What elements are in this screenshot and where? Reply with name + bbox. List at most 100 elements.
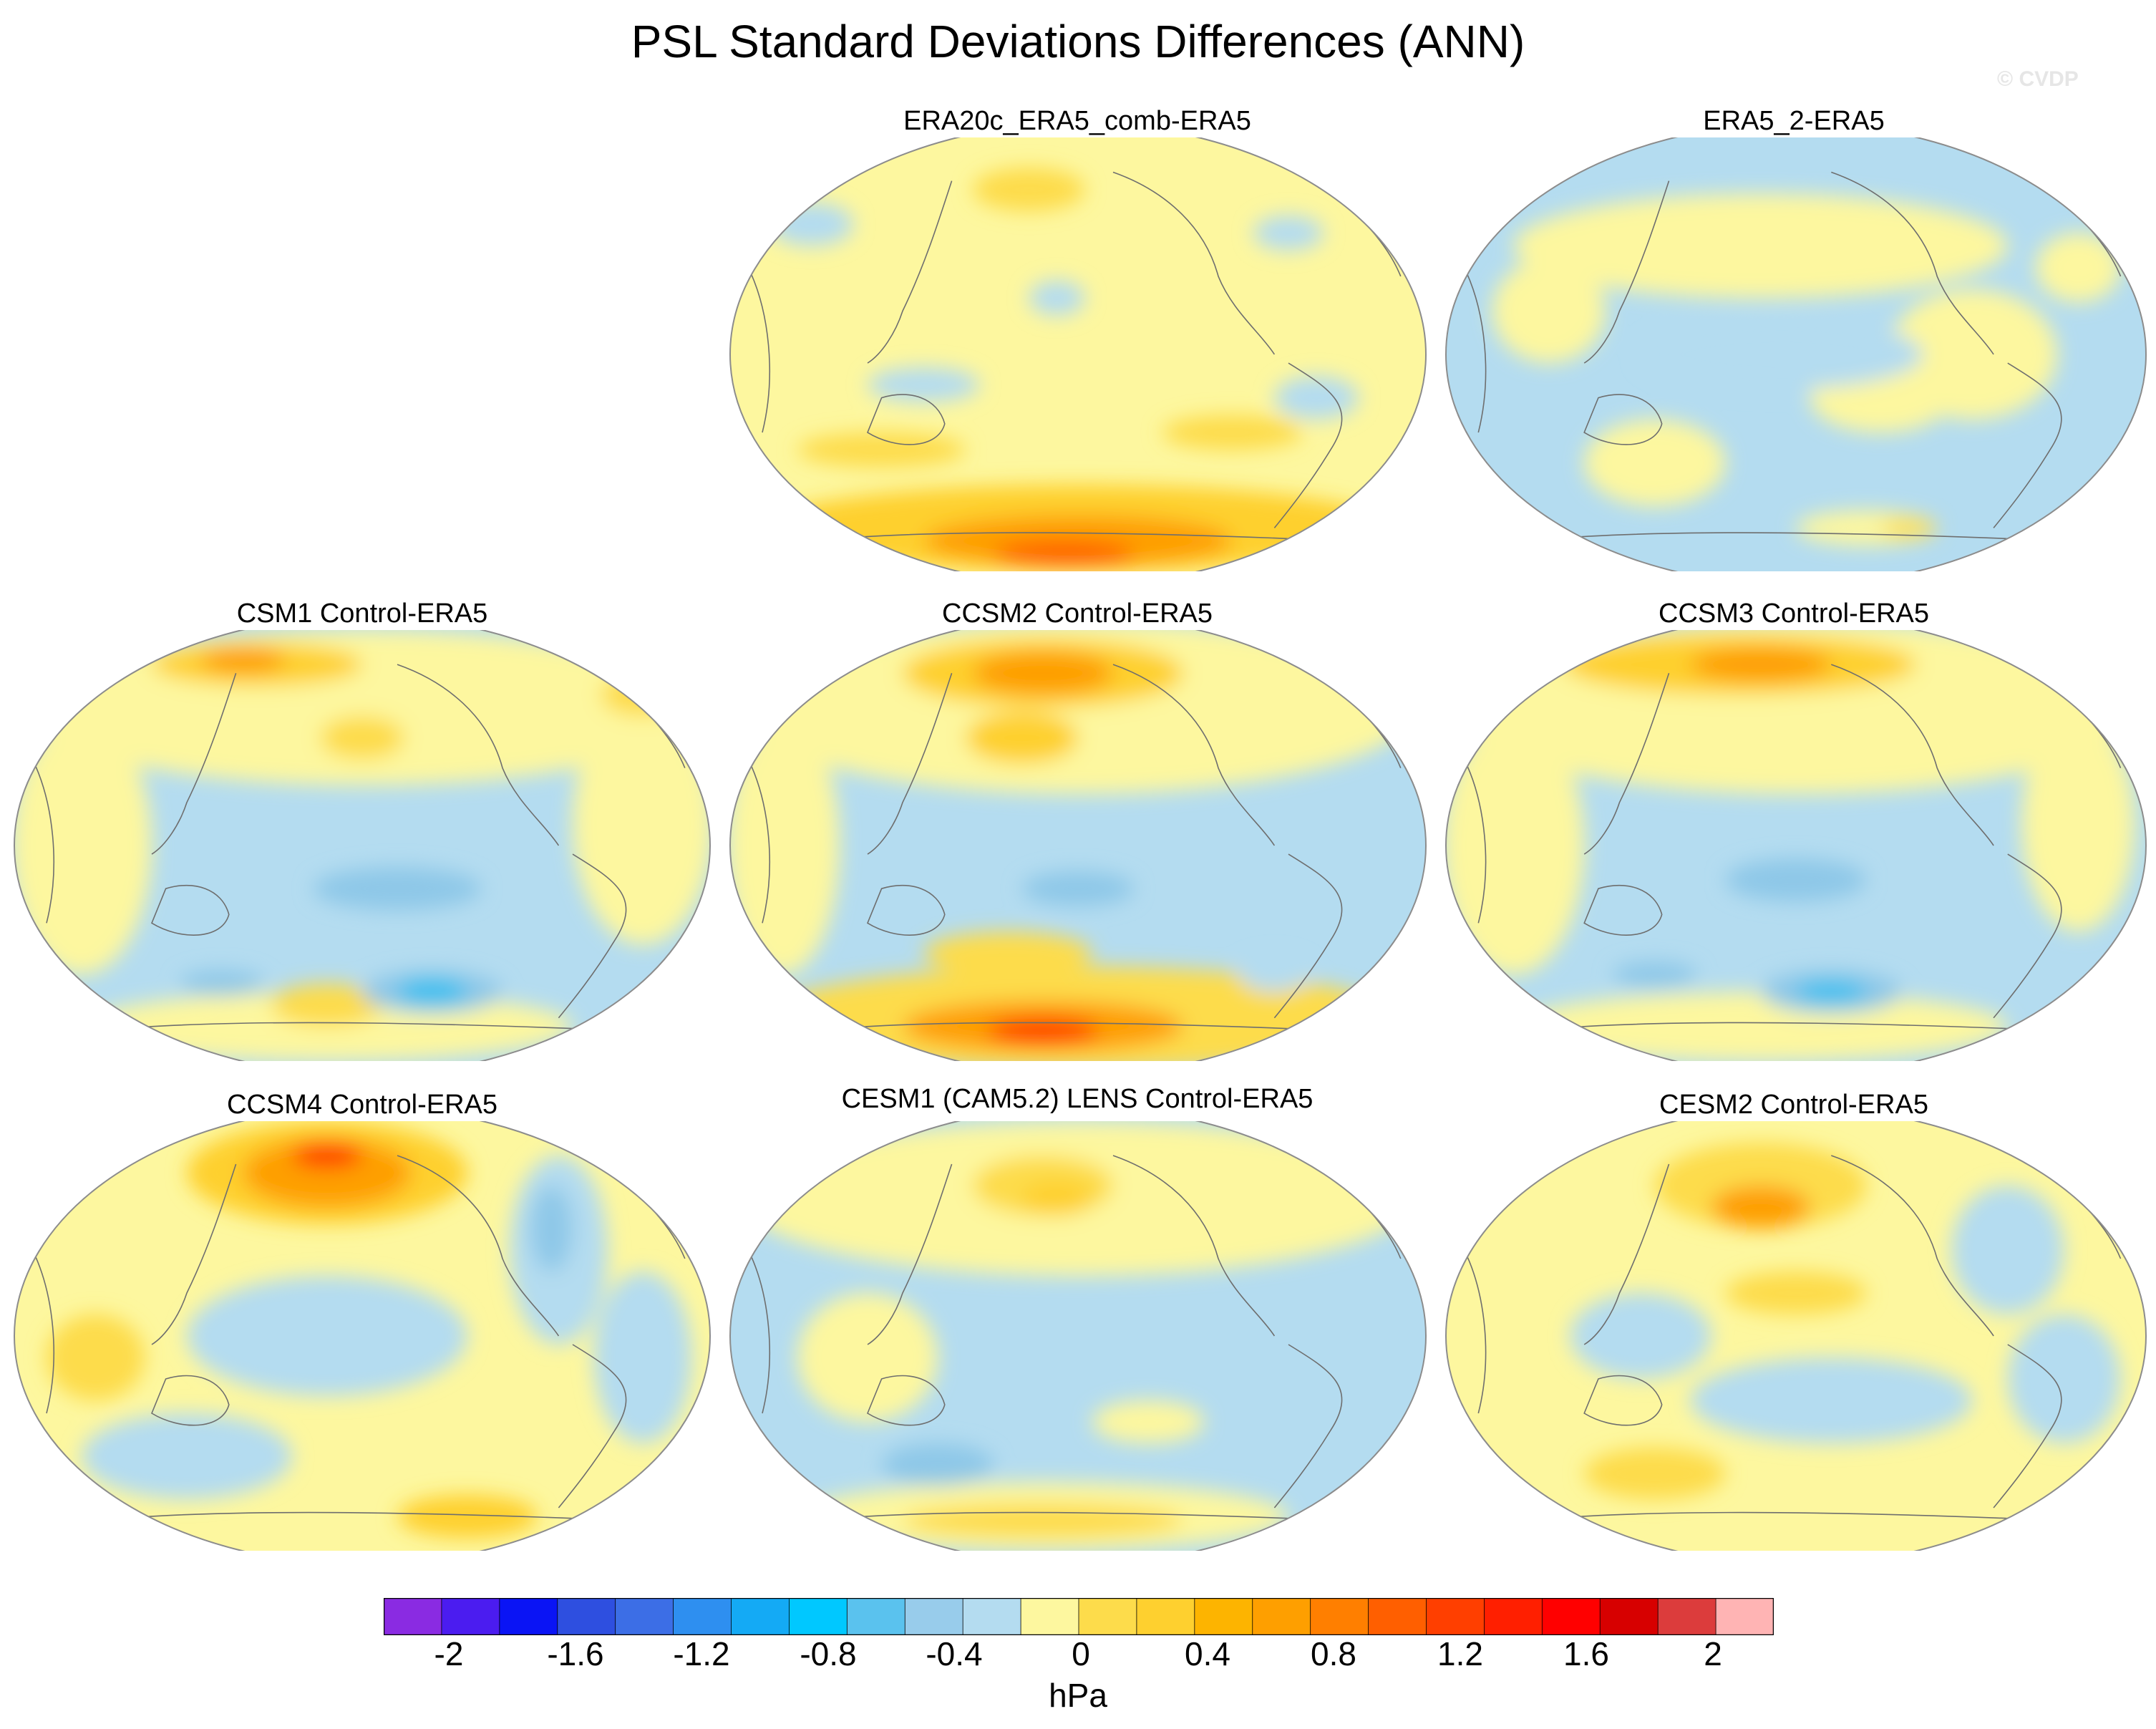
field-anomaly xyxy=(1725,858,1867,902)
colorbar-swatch xyxy=(1657,1598,1716,1635)
field-anomaly xyxy=(200,647,286,674)
colorbar-label: -0.8 xyxy=(800,1635,857,1672)
coastline xyxy=(1112,664,1276,846)
field-anomaly xyxy=(986,1017,1099,1044)
coastline xyxy=(31,759,54,924)
colorbar-label: -2 xyxy=(434,1635,464,1672)
cvdp-watermark: © CVDP xyxy=(1997,67,2079,91)
colorbar xyxy=(384,1598,1774,1635)
colorbar-swatch xyxy=(1426,1598,1485,1635)
map-border xyxy=(729,137,1427,571)
colorbar-swatch xyxy=(789,1598,848,1635)
field-anomaly xyxy=(1492,258,1606,364)
field-anomaly xyxy=(868,367,980,402)
colorbar-swatch xyxy=(384,1598,442,1635)
coastline xyxy=(1528,532,2064,542)
field-anomaly xyxy=(2007,1314,2121,1443)
coastline xyxy=(1583,1163,1670,1345)
field-anomaly xyxy=(1612,962,1697,988)
field-anomaly xyxy=(187,1276,467,1396)
field-anomaly xyxy=(1711,1186,1810,1229)
field-anomaly xyxy=(320,716,404,760)
field-anomaly xyxy=(573,703,710,945)
field-anomaly xyxy=(1570,1293,1711,1379)
map-panel-era5-2 xyxy=(1445,137,2147,571)
colorbar-swatch xyxy=(1194,1598,1253,1635)
coastline xyxy=(1112,1155,1276,1337)
coastline xyxy=(1273,362,1343,528)
colorbar-label: 0.8 xyxy=(1311,1635,1356,1672)
coastline xyxy=(747,1249,770,1414)
map-border xyxy=(14,1121,711,1551)
panel-title-ccsm3: CCSM3 Control-ERA5 xyxy=(1659,599,1929,629)
field-anomaly xyxy=(14,716,152,975)
coastline xyxy=(151,1375,230,1426)
coastline xyxy=(1583,1375,1663,1426)
coastline xyxy=(1583,672,1670,855)
colorbar-swatch xyxy=(1599,1598,1659,1635)
field-anomaly xyxy=(1274,376,1359,420)
colorbar-swatch xyxy=(962,1598,1021,1635)
panel-title-era20c: ERA20c_ERA5_comb-ERA5 xyxy=(903,106,1251,136)
colorbar-label: 0 xyxy=(1072,1635,1090,1672)
field-anomaly xyxy=(923,931,1092,975)
map-border xyxy=(1445,1121,2147,1551)
field-anomaly xyxy=(994,541,1135,567)
colorbar-swatch xyxy=(1715,1598,1774,1635)
coastline xyxy=(1273,853,1343,1019)
coastline xyxy=(867,1163,953,1345)
coastline xyxy=(558,853,627,1019)
field-anomaly xyxy=(1880,519,1938,537)
field-anomaly xyxy=(47,1314,145,1400)
field-anomaly xyxy=(1021,871,1135,906)
field-anomaly xyxy=(797,432,966,468)
colorbar-swatch xyxy=(615,1598,674,1635)
coastline xyxy=(1112,171,1276,355)
field-anomaly xyxy=(973,168,1085,212)
field-anomaly xyxy=(1690,1357,1973,1443)
panel-title-csm1: CSM1 Control-ERA5 xyxy=(236,599,488,629)
field-anomaly xyxy=(271,983,384,1027)
coastline xyxy=(867,672,953,855)
map-border xyxy=(14,630,711,1061)
colorbar-swatch xyxy=(1368,1598,1427,1635)
field-anomaly xyxy=(966,712,1078,764)
field-anomaly xyxy=(1951,1186,2064,1314)
colorbar-label: 0.4 xyxy=(1185,1635,1230,1672)
map-border xyxy=(1445,137,2147,571)
colorbar-label: -1.6 xyxy=(547,1635,604,1672)
field-anomaly xyxy=(2021,716,2135,932)
map-border xyxy=(1445,630,2147,1061)
figure-title: PSL Standard Deviations Differences (ANN… xyxy=(631,16,1525,67)
coastline xyxy=(1831,1155,1994,1337)
coastline xyxy=(747,267,770,433)
coastline xyxy=(747,759,770,924)
colorbar-units: hPa xyxy=(1049,1677,1107,1714)
panel-title-cesm1-lens: CESM1 (CAM5.2) LENS Control-ERA5 xyxy=(841,1084,1313,1114)
colorbar-swatch xyxy=(499,1598,558,1635)
coastline xyxy=(811,1511,1345,1521)
coastline xyxy=(397,1155,560,1337)
field-anomaly xyxy=(730,716,840,975)
field-anomaly xyxy=(530,1186,573,1272)
field-anomaly xyxy=(1796,510,1938,546)
field-anomaly xyxy=(1641,319,1923,389)
field-anomaly xyxy=(1796,981,1867,1003)
colorbar-swatch xyxy=(557,1598,616,1635)
coastline xyxy=(811,532,1345,542)
colorbar-swatch xyxy=(846,1598,906,1635)
coastline xyxy=(1993,1344,2062,1508)
coastline xyxy=(811,1022,1345,1032)
coastline xyxy=(95,1511,629,1521)
field-anomaly xyxy=(1446,716,1585,975)
field-anomaly xyxy=(769,202,854,246)
panel-title-ccsm2: CCSM2 Control-ERA5 xyxy=(942,599,1213,629)
field-anomaly xyxy=(313,867,482,911)
colorbar-label: 2 xyxy=(1704,1635,1722,1672)
coastline xyxy=(867,1375,946,1426)
coastline xyxy=(1831,171,1994,355)
field-anomaly xyxy=(593,1272,692,1443)
colorbar-swatch xyxy=(1541,1598,1601,1635)
colorbar-label: 1.6 xyxy=(1563,1635,1609,1672)
colorbar-swatch xyxy=(731,1598,790,1635)
